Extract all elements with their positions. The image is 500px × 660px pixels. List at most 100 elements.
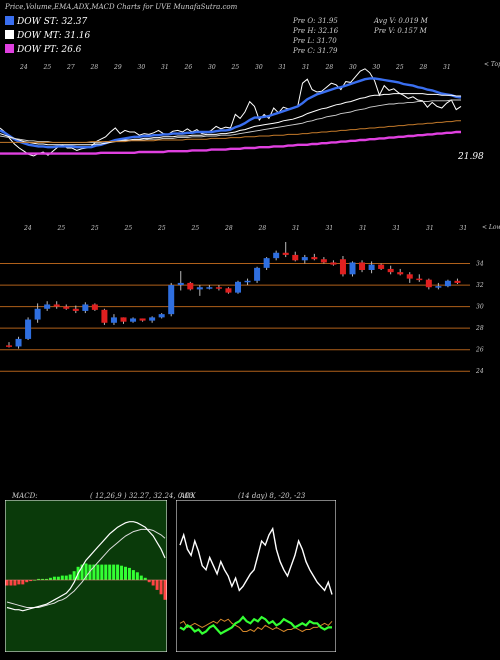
candle-body	[120, 317, 127, 322]
price-x-label: 28	[224, 225, 233, 232]
macd-chart	[5, 500, 167, 652]
candle-body	[158, 314, 165, 318]
macd-params: ( 12,26,9 ) 32.27, 32.24, 0.03	[90, 492, 194, 500]
candle-body	[359, 262, 366, 270]
ema-x-label: 30	[208, 64, 216, 71]
macd-histogram-bar	[163, 580, 167, 600]
macd-histogram-bar	[120, 565, 124, 580]
ema-x-label: 24	[19, 64, 28, 71]
macd-histogram-bar	[92, 564, 96, 580]
candle-body	[34, 308, 41, 320]
candle-body	[130, 318, 137, 322]
candle-body	[349, 262, 356, 275]
candle-body	[44, 304, 51, 309]
candle-body	[196, 287, 203, 290]
candle-body	[378, 264, 385, 269]
candle-body	[406, 274, 413, 279]
macd-histogram-bar	[100, 564, 104, 580]
ema-x-label: 26	[184, 64, 193, 71]
macd-histogram-bar	[104, 564, 108, 580]
ema-x-label: 30	[373, 64, 381, 71]
candle-body	[225, 288, 232, 293]
ema-x-label: 31	[302, 64, 310, 71]
price-y-tick: 34	[476, 261, 484, 268]
candle-body	[110, 317, 117, 323]
ema-series-dow-pt	[0, 130, 461, 155]
legend-label-pt: DOW PT: 26.6	[17, 45, 82, 55]
price-x-label: 31	[359, 225, 367, 232]
macd-histogram-bar	[5, 580, 9, 586]
candle-body	[63, 306, 70, 309]
macd-histogram-bar	[84, 563, 88, 580]
ema-price-label: 21.98	[457, 152, 484, 162]
candle-body	[168, 285, 175, 315]
macd-histogram-bar	[96, 564, 100, 580]
ema-x-label: 25	[43, 64, 52, 71]
adx-di-plus-line	[179, 615, 332, 635]
candle-body	[263, 258, 270, 268]
legend-swatch-mt	[5, 30, 14, 39]
candle-body	[444, 280, 451, 287]
macd-histogram-bar	[159, 580, 163, 595]
price-x-label: 25	[124, 225, 133, 232]
candle-body	[387, 268, 394, 273]
candle-body	[6, 345, 12, 347]
price-x-label: 31	[460, 225, 468, 232]
macd-histogram-bar	[48, 577, 52, 580]
candle-body	[149, 317, 156, 321]
ema-x-label: 28	[325, 64, 334, 71]
candle-body	[139, 318, 146, 321]
candle-body	[244, 280, 251, 283]
macd-line	[6, 521, 166, 612]
macd-histogram-bar	[17, 580, 21, 585]
macd-histogram-bar	[127, 567, 131, 580]
price-x-label: 28	[258, 225, 267, 232]
price-x-label: 31	[326, 225, 334, 232]
macd-histogram-bar	[25, 580, 29, 583]
candle-body	[320, 259, 327, 263]
candle-body	[177, 282, 184, 286]
ema-x-label: 30	[138, 64, 146, 71]
adx-params: (14 day) 8, -20, -23	[238, 492, 306, 500]
candle-body	[339, 259, 346, 275]
legend-dow-st: DOW ST: 32.37	[5, 16, 87, 27]
macd-histogram-bar	[139, 575, 143, 580]
price-y-tick: 32	[476, 282, 484, 289]
price-x-label: 31	[426, 225, 434, 232]
candle-body	[25, 319, 32, 339]
candle-body	[282, 252, 289, 255]
macd-histogram-bar	[52, 576, 56, 580]
candle-body	[206, 287, 213, 289]
macd-histogram-bar	[124, 566, 127, 580]
price-side-label: < Lows	[482, 224, 500, 231]
candle-body	[454, 280, 461, 283]
legend-label-st: DOW ST: 32.37	[17, 17, 88, 27]
macd-histogram-bar	[151, 580, 155, 586]
ema-series-ema-slow	[0, 99, 461, 143]
candle-body	[72, 308, 79, 311]
stat-high: Pre H: 32.16	[293, 27, 339, 35]
price-x-label: 24	[23, 225, 32, 232]
ema-chart: 24 25 27 28 29 30 31 26 30 25 30 31 31 28 30 30 25 28 31 < …	[0, 61, 500, 162]
ema-series-ema-long	[0, 120, 461, 143]
price-x-label: 31	[292, 225, 300, 232]
ema-x-label: 28	[90, 64, 99, 71]
macd-histogram-bar	[56, 576, 60, 580]
ema-series-ema-fast	[0, 77, 462, 149]
macd-histogram-bar	[64, 575, 68, 580]
candle-body	[301, 257, 308, 261]
legend-label-mt: DOW MT: 31.16	[17, 31, 91, 41]
ema-series-price	[0, 68, 462, 157]
macd-histogram-bar	[21, 580, 25, 585]
ema-x-label: 30	[349, 64, 357, 71]
macd-histogram-bar	[147, 580, 151, 583]
ema-x-label: 25	[231, 64, 240, 71]
macd-histogram-bar	[68, 574, 72, 580]
price-y-tick: 24	[475, 368, 484, 375]
macd-histogram-bar	[29, 580, 33, 582]
price-x-label: 25	[90, 225, 99, 232]
macd-histogram-bar	[155, 580, 159, 590]
candle-body	[53, 304, 60, 307]
candle-body	[187, 282, 194, 290]
stat-low: Pre L: 31.70	[293, 37, 337, 45]
